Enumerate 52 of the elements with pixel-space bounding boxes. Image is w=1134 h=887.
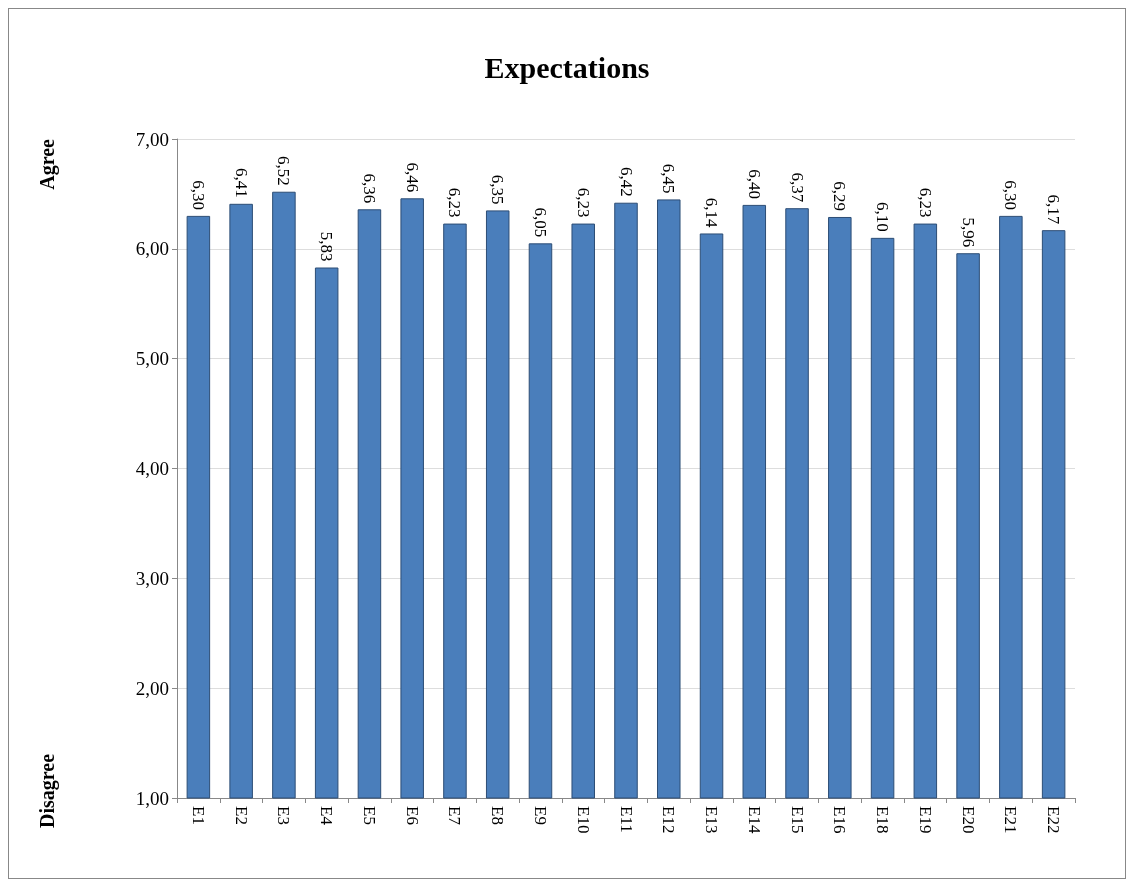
y-tick-label: 5,00 bbox=[135, 348, 169, 370]
text: Disagree bbox=[36, 753, 59, 828]
x-tick-label: E14 bbox=[744, 806, 764, 834]
data-label: 6,46 bbox=[402, 162, 422, 193]
data-label: 6,23 bbox=[445, 187, 465, 218]
x-tick-label: E3 bbox=[274, 806, 294, 825]
x-tick-label: E19 bbox=[915, 806, 935, 834]
y-tick-label: 1,00 bbox=[135, 787, 169, 809]
y-tick-label: 4,00 bbox=[135, 458, 169, 479]
x-tick-label: E7 bbox=[445, 806, 465, 826]
y-tick-label: 7,00 bbox=[135, 128, 169, 150]
y-tick-label: 2,00 bbox=[135, 677, 169, 699]
x-tick-label: E4 bbox=[317, 806, 337, 826]
data-label: 5,83 bbox=[317, 231, 337, 262]
data-label: 6,30 bbox=[1001, 180, 1021, 210]
x-tick-label: E18 bbox=[873, 806, 893, 834]
data-label: 6,17 bbox=[1044, 194, 1064, 225]
x-tick-label: E20 bbox=[958, 806, 978, 834]
data-label: 6,41 bbox=[231, 168, 251, 198]
data-label: 6,10 bbox=[873, 202, 893, 232]
x-tick-label: E8 bbox=[488, 806, 508, 825]
data-label: 6,45 bbox=[659, 163, 679, 194]
data-label: 6,36 bbox=[359, 173, 379, 204]
x-tick-label: E16 bbox=[830, 806, 850, 834]
x-tick-label: E13 bbox=[702, 806, 722, 834]
x-tick-label: E6 bbox=[402, 806, 422, 825]
data-label: 6,23 bbox=[573, 187, 593, 218]
data-label: 5,96 bbox=[958, 217, 978, 248]
data-label: 6,35 bbox=[488, 174, 508, 205]
y-tick-label: 3,00 bbox=[135, 567, 169, 589]
x-tick-label: E10 bbox=[573, 806, 593, 834]
data-label: 6,42 bbox=[616, 166, 636, 197]
x-tick-label: E21 bbox=[1001, 806, 1021, 834]
y-tick-label: 6,00 bbox=[135, 238, 169, 260]
x-tick-label: E2 bbox=[231, 806, 251, 825]
x-tick-label: E1 bbox=[188, 806, 208, 825]
x-tick-label: E11 bbox=[616, 806, 636, 833]
data-label: 6,14 bbox=[702, 197, 722, 228]
data-label: 6,40 bbox=[744, 169, 764, 199]
x-tick-label: E9 bbox=[530, 806, 550, 825]
chart-title: Expectations bbox=[484, 50, 650, 84]
data-label: 6,23 bbox=[915, 187, 935, 218]
text: Agree bbox=[36, 138, 59, 190]
data-label: 6,37 bbox=[787, 172, 807, 203]
data-label: 6,05 bbox=[530, 207, 550, 238]
x-tick-label: E22 bbox=[1044, 806, 1064, 834]
x-tick-label: E5 bbox=[359, 806, 379, 825]
x-tick-label: E12 bbox=[659, 806, 679, 834]
x-tick-label: E15 bbox=[787, 806, 807, 834]
data-label: 6,52 bbox=[274, 155, 294, 186]
data-label: 6,30 bbox=[188, 180, 208, 210]
data-label: 6,29 bbox=[830, 181, 850, 211]
